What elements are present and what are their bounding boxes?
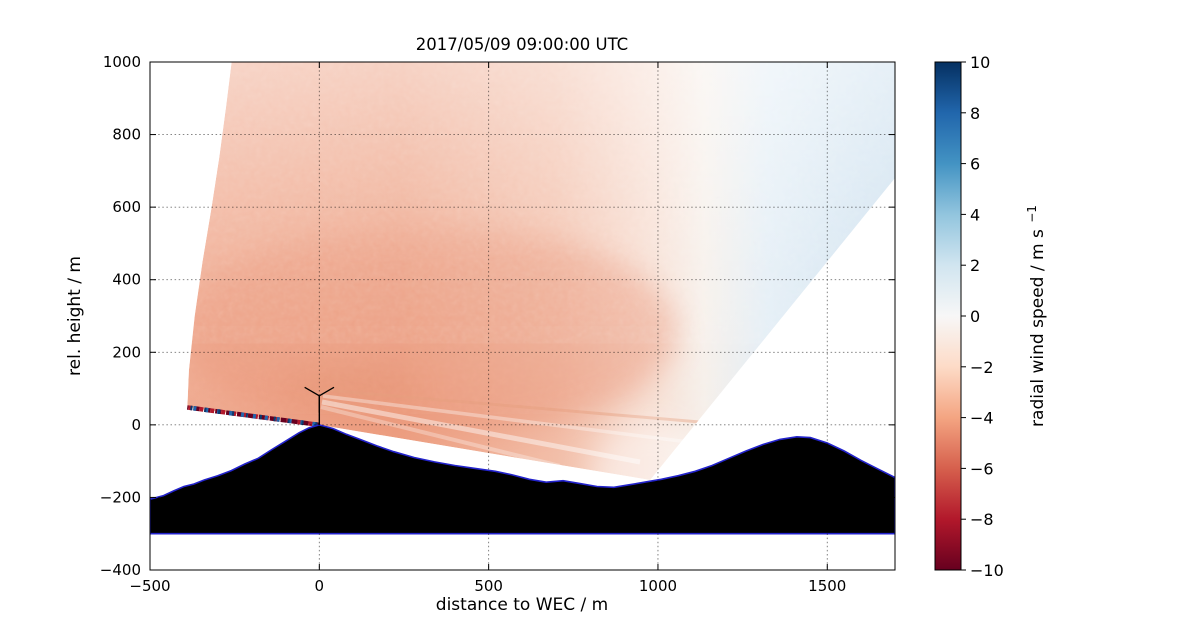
plot-area: −500 0 500 1000 1500 1000 800 600 400 200 0 −200 −4…: [65, 35, 896, 615]
colorbar-tick-label: −2: [970, 358, 994, 377]
colorbar-tick-label: 4: [970, 205, 980, 224]
x-tick-label: 1000: [639, 577, 677, 595]
clutter-line: [186, 405, 320, 428]
y-tick-label: −400: [100, 561, 141, 579]
y-tick-label: −200: [100, 488, 141, 506]
colorbar-tick-label: −6: [970, 459, 994, 478]
grid-lines: [150, 62, 895, 570]
y-tick-label: 200: [112, 343, 141, 361]
terrain-silhouette: [150, 424, 895, 535]
x-tick-label: 1500: [808, 577, 846, 595]
colorbar-tick-label: 0: [970, 307, 980, 326]
colorbar-tick-label: 8: [970, 104, 980, 123]
colorbar-label: radial wind speed / m s −1: [1025, 205, 1048, 427]
x-tick-label: 500: [474, 577, 503, 595]
y-axis-label: rel. height / m: [65, 256, 85, 376]
colorbar-tick-label: −8: [970, 510, 994, 529]
plot-title: 2017/05/09 09:00:00 UTC: [416, 35, 628, 54]
x-axis-ticks: −500 0 500 1000 1500: [129, 62, 846, 595]
colorbar: 10 8 6 4 2 0 −2 −4 −6 −8 −10 radial wind speed / m…: [934, 53, 1048, 580]
colorbar-tick-label: 6: [970, 155, 980, 174]
y-tick-label: 1000: [103, 53, 141, 71]
turbine-blade: [304, 386, 320, 397]
colorbar-label-exponent: −1: [1025, 205, 1039, 223]
colorbar-tick-label: −10: [970, 561, 1004, 580]
colorbar-label-text: radial wind speed / m s: [1028, 229, 1048, 427]
y-tick-label: 600: [112, 198, 141, 216]
y-axis-ticks: 1000 800 600 400 200 0 −200 −400: [100, 53, 895, 579]
ground-clutter-stripe: [186, 405, 320, 428]
y-tick-label: 400: [112, 271, 141, 289]
colorbar-tick-label: 10: [970, 53, 990, 72]
x-tick-label: 0: [315, 577, 325, 595]
y-tick-label: 800: [112, 126, 141, 144]
x-tick-label: −500: [129, 577, 170, 595]
colorbar-tick-label: −4: [970, 409, 994, 428]
colorbar-tick-label: 2: [970, 256, 980, 275]
plot-border: [149, 61, 896, 571]
x-axis-label: distance to WEC / m: [436, 595, 608, 615]
colorbar-gradient: [934, 61, 962, 571]
turbine-blade: [318, 386, 335, 397]
colorbar-ticks: 10 8 6 4 2 0 −2 −4 −6 −8 −10: [961, 53, 1004, 580]
y-tick-label: 0: [131, 416, 141, 434]
